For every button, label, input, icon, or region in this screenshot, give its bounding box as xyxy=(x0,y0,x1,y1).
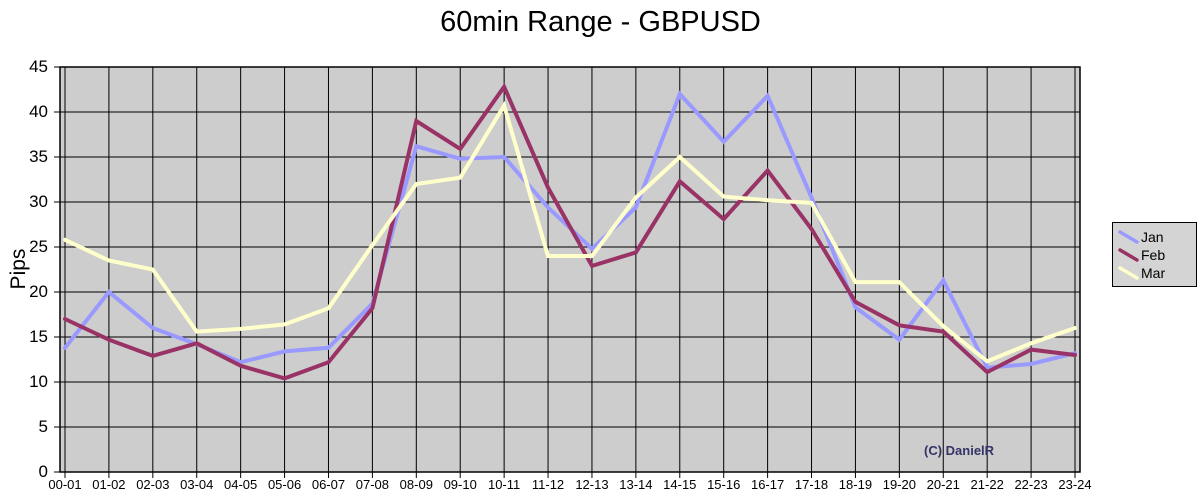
y-tick-label: 0 xyxy=(38,462,48,481)
legend-item-feb: Feb xyxy=(1118,246,1193,264)
x-tick-label: 22-23 xyxy=(1014,477,1048,492)
x-tick-label: 11-12 xyxy=(531,477,565,492)
x-tick-label: 14-15 xyxy=(663,477,697,492)
x-tick-label: 12-13 xyxy=(575,477,609,492)
y-tick-label: 25 xyxy=(29,237,48,256)
y-tick-label: 5 xyxy=(38,417,48,436)
y-tick-label: 35 xyxy=(29,147,48,166)
series-line-feb xyxy=(63,82,1077,381)
x-tick-label: 18-19 xyxy=(838,477,873,492)
x-tick-label: 20-21 xyxy=(926,477,960,492)
legend-key-mar xyxy=(1118,266,1139,280)
y-tick-label: 45 xyxy=(29,57,48,76)
y-tick-label: 10 xyxy=(29,372,48,391)
y-tick-label: 15 xyxy=(29,327,48,346)
x-tick-label: 17-18 xyxy=(794,477,829,492)
x-tick-label: 10-11 xyxy=(487,477,521,492)
legend-item-mar: Mar xyxy=(1118,264,1193,282)
x-tick-label: 04-05 xyxy=(224,477,258,492)
x-tick-label: 01-02 xyxy=(92,477,126,492)
x-tick-label: 06-07 xyxy=(311,477,346,492)
x-tick-label: 02-03 xyxy=(136,477,170,492)
x-tick-label: 07-08 xyxy=(355,477,390,492)
plot-background xyxy=(60,67,1080,472)
legend-key-jan xyxy=(1118,230,1139,244)
x-tick-label: 19-20 xyxy=(882,477,916,492)
x-tick-label: 00-01 xyxy=(48,477,82,492)
plot-area xyxy=(54,66,1081,478)
x-tick-label: 16-17 xyxy=(750,477,785,492)
legend: Jan Feb Mar xyxy=(1112,222,1197,287)
x-tick-label: 13-14 xyxy=(619,477,653,492)
legend-label: Jan xyxy=(1141,229,1164,245)
series-line-mar xyxy=(63,100,1077,364)
x-tick-label: 05-06 xyxy=(267,477,302,492)
y-tick-label: 30 xyxy=(29,192,48,211)
x-tick-label: 08-09 xyxy=(399,477,433,492)
y-tick-label: 40 xyxy=(29,102,48,121)
x-tick-label: 21-22 xyxy=(970,477,1004,492)
x-tick-label: 09-10 xyxy=(443,477,477,492)
legend-label: Mar xyxy=(1141,265,1166,281)
x-tick-label: 15-16 xyxy=(707,477,741,492)
x-tick-label: 23-24 xyxy=(1058,477,1092,492)
copyright-annotation: (C) DanielR xyxy=(924,443,995,458)
x-tick-label: 03-04 xyxy=(180,477,214,492)
legend-label: Feb xyxy=(1141,247,1166,263)
legend-key-feb xyxy=(1118,248,1139,262)
axis-frame xyxy=(59,66,1081,473)
legend-item-jan: Jan xyxy=(1118,228,1193,246)
chart-title: 60min Range - GBPUSD xyxy=(440,6,761,38)
y-tick-label: 20 xyxy=(29,282,48,301)
